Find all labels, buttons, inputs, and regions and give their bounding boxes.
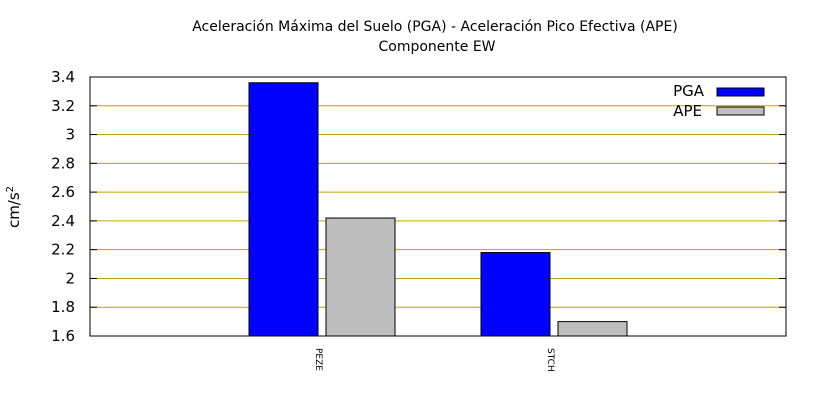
y-tick-label: 3.2 bbox=[51, 97, 75, 115]
y-tick-label: 3 bbox=[65, 126, 75, 144]
bar-ape-peze bbox=[325, 217, 396, 337]
y-tick-label: 2 bbox=[65, 269, 75, 287]
bar-ape-stch bbox=[557, 321, 628, 337]
y-tick-label: 1.8 bbox=[51, 298, 75, 316]
y-tick-label: 3.4 bbox=[51, 68, 75, 86]
y-tick-label: 2.6 bbox=[51, 183, 75, 201]
grid-lines bbox=[90, 105, 786, 308]
chart-title: Aceleración Máxima del Suelo (PGA) - Ace… bbox=[192, 19, 678, 35]
bar-pga-stch bbox=[480, 252, 551, 337]
y-tick-label: 2.2 bbox=[51, 241, 75, 259]
plot-frame bbox=[89, 76, 787, 337]
y-tick-label: 1.6 bbox=[51, 327, 75, 345]
chart-subtitle: Componente EW bbox=[378, 39, 495, 55]
bar-pga-peze bbox=[248, 82, 319, 337]
legend-swatch-ape bbox=[716, 106, 765, 116]
y-tick-label: 2.4 bbox=[51, 212, 75, 230]
y-tick-label: 2.8 bbox=[51, 154, 75, 172]
y-axis-label: cm/s2 bbox=[5, 186, 23, 228]
legend-label-ape: APE bbox=[673, 102, 702, 120]
legend-swatch-pga bbox=[716, 87, 765, 97]
legend: PGA APE bbox=[673, 82, 765, 120]
x-tick-label: STCH bbox=[545, 348, 555, 372]
legend-label-pga: PGA bbox=[673, 82, 705, 100]
y-axis-ticks: 1.6 1.8 2 2.2 2.4 2.6 2.8 3 3.2 3.4 bbox=[51, 68, 786, 345]
x-tick-label: PEZE bbox=[313, 348, 323, 371]
bars bbox=[248, 82, 628, 337]
x-axis-labels: PEZE STCH bbox=[313, 348, 555, 372]
